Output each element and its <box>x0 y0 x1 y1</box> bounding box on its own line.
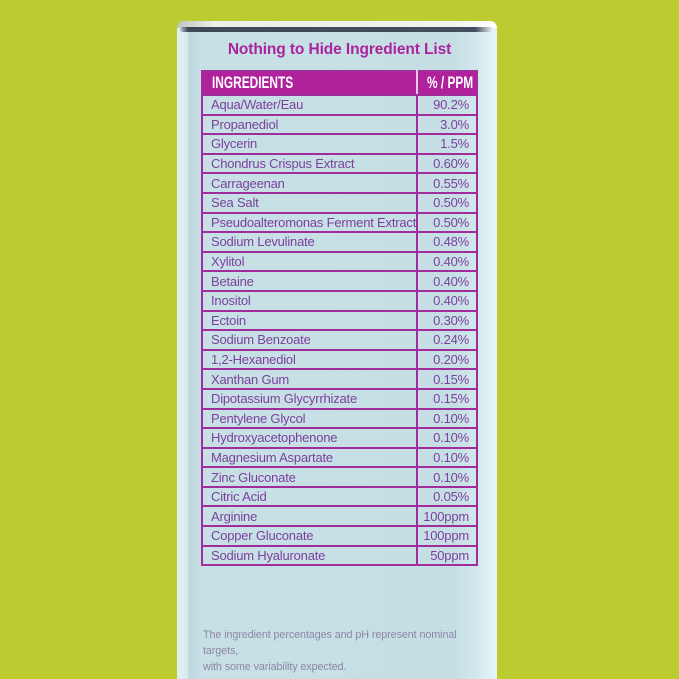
ingredient-name-cell: Chondrus Crispus Extract <box>201 152 418 175</box>
ingredient-value-cell: 90.2% <box>416 94 478 116</box>
ingredient-name-cell: Aqua/Water/Eau <box>201 94 418 116</box>
table-row: Pentylene Glycol 0.10% <box>201 407 478 430</box>
ingredient-name-cell: Sodium Levulinate <box>201 231 418 253</box>
table-row: Betaine 0.40% <box>201 270 478 292</box>
ingredient-value-cell: 0.40% <box>416 270 478 292</box>
footnote-line-2: with some variability expected. <box>203 661 347 674</box>
table-row: Chondrus Crispus Extract 0.60% <box>201 152 478 175</box>
ingredient-value-cell: 0.30% <box>416 309 478 332</box>
table-row: Xylitol 0.40% <box>201 250 478 273</box>
ingredient-name-cell: Hydroxyacetophenone <box>201 427 418 449</box>
ingredient-name-cell: Dipotassium Glycyrrhizate <box>201 387 418 410</box>
table-row: Sodium Levulinate 0.48% <box>201 231 478 253</box>
ingredient-name-cell: Inositol <box>201 289 418 312</box>
ingredient-value-cell: 0.60% <box>416 152 478 175</box>
header-cell-value: % / PPM <box>416 70 478 96</box>
ingredient-value-cell: 100ppm <box>416 505 478 528</box>
ingredient-name-cell: Pentylene Glycol <box>201 407 418 430</box>
table-row: Sodium Hyaluronate 50ppm <box>201 544 478 567</box>
ingredient-name-cell: Magnesium Aspartate <box>201 446 418 469</box>
table-row: Citric Acid 0.05% <box>201 485 478 508</box>
ingredient-name-cell: Xanthan Gum <box>201 368 418 390</box>
ingredient-value-cell: 0.48% <box>416 231 478 253</box>
ingredient-name-cell: Sea Salt <box>201 191 418 214</box>
ingredient-name-cell: Pseudoalteromonas Ferment Extract <box>201 211 418 234</box>
product-box: Nothing to Hide Ingredient List INGREDIE… <box>177 21 497 679</box>
table-row: Dipotassium Glycyrrhizate 0.15% <box>201 387 478 410</box>
ingredient-value-cell: 0.05% <box>416 485 478 508</box>
table-row: Glycerin 1.5% <box>201 133 478 155</box>
table-row: Xanthan Gum 0.15% <box>201 368 478 390</box>
ingredient-value-cell: 0.20% <box>416 348 478 371</box>
ingredient-table-body: Aqua/Water/Eau 90.2% Propanediol 3.0% Glycer… <box>201 94 478 567</box>
table-row: Carrageenan 0.55% <box>201 172 478 194</box>
ingredient-value-cell: 0.10% <box>416 407 478 430</box>
table-row: Aqua/Water/Eau 90.2% <box>201 94 478 116</box>
ingredient-name-cell: Copper Gluconate <box>201 525 418 547</box>
table-row: Pseudoalteromonas Ferment Extract 0.50% <box>201 211 478 234</box>
table-row: Arginine 100ppm <box>201 505 478 528</box>
ingredient-value-cell: 0.40% <box>416 289 478 312</box>
ingredient-name-cell: 1,2-Hexanediol <box>201 348 418 371</box>
ingredient-value-cell: 100ppm <box>416 525 478 547</box>
ingredient-name-cell: Arginine <box>201 505 418 528</box>
ingredient-value-cell: 0.15% <box>416 368 478 390</box>
header-row: INGREDIENTS % / PPM <box>201 70 478 96</box>
ingredient-value-cell: 0.24% <box>416 329 478 351</box>
ingredient-name-cell: Propanediol <box>201 113 418 136</box>
ingredient-name-cell: Sodium Benzoate <box>201 329 418 351</box>
footnote: The ingredient percentages and pH repres… <box>203 627 485 676</box>
ingredient-table-header: INGREDIENTS % / PPM <box>201 70 478 96</box>
ingredient-value-cell: 50ppm <box>416 544 478 567</box>
ingredient-value-cell: 0.10% <box>416 446 478 469</box>
header-cell-ingredients: INGREDIENTS <box>201 70 418 96</box>
ingredient-value-cell: 1.5% <box>416 133 478 155</box>
ingredient-name-cell: Glycerin <box>201 133 418 155</box>
header-ingredients-label: INGREDIENTS <box>212 73 294 92</box>
ingredient-name-cell: Xylitol <box>201 250 418 273</box>
table-row: Sea Salt 0.50% <box>201 191 478 214</box>
table-row: Hydroxyacetophenone 0.10% <box>201 427 478 449</box>
ingredient-table: INGREDIENTS % / PPM Aqua/Water/Eau 90.2% P… <box>201 70 478 567</box>
table-row: Copper Gluconate 100ppm <box>201 525 478 547</box>
table-row: 1,2-Hexanediol 0.20% <box>201 348 478 371</box>
ingredient-value-cell: 0.10% <box>416 466 478 488</box>
table-row: Propanediol 3.0% <box>201 113 478 136</box>
table-row: Sodium Benzoate 0.24% <box>201 329 478 351</box>
box-top-crease-shadow <box>180 27 494 32</box>
ingredient-value-cell: 3.0% <box>416 113 478 136</box>
table-row: Inositol 0.40% <box>201 289 478 312</box>
table-row: Zinc Gluconate 0.10% <box>201 466 478 488</box>
ingredient-value-cell: 0.40% <box>416 250 478 273</box>
footnote-line-1: The ingredient percentages and pH repres… <box>203 629 457 658</box>
ingredient-name-cell: Ectoin <box>201 309 418 332</box>
ingredient-name-cell: Carrageenan <box>201 172 418 194</box>
box-top-edge <box>177 21 497 28</box>
ingredient-value-cell: 0.15% <box>416 387 478 410</box>
table-row: Ectoin 0.30% <box>201 309 478 332</box>
ingredient-name-cell: Betaine <box>201 270 418 292</box>
ingredient-name-cell: Citric Acid <box>201 485 418 508</box>
table-row: Magnesium Aspartate 0.10% <box>201 446 478 469</box>
ingredient-value-cell: 0.10% <box>416 427 478 449</box>
ingredient-value-cell: 0.50% <box>416 211 478 234</box>
ingredient-name-cell: Zinc Gluconate <box>201 466 418 488</box>
header-value-label: % / PPM <box>426 73 474 92</box>
ingredient-value-cell: 0.55% <box>416 172 478 194</box>
ingredient-name-cell: Sodium Hyaluronate <box>201 544 418 567</box>
ingredient-value-cell: 0.50% <box>416 191 478 214</box>
ingredient-list-title: Nothing to Hide Ingredient List <box>227 41 452 58</box>
ingredient-table-container: INGREDIENTS % / PPM Aqua/Water/Eau 90.2% P… <box>201 70 478 567</box>
